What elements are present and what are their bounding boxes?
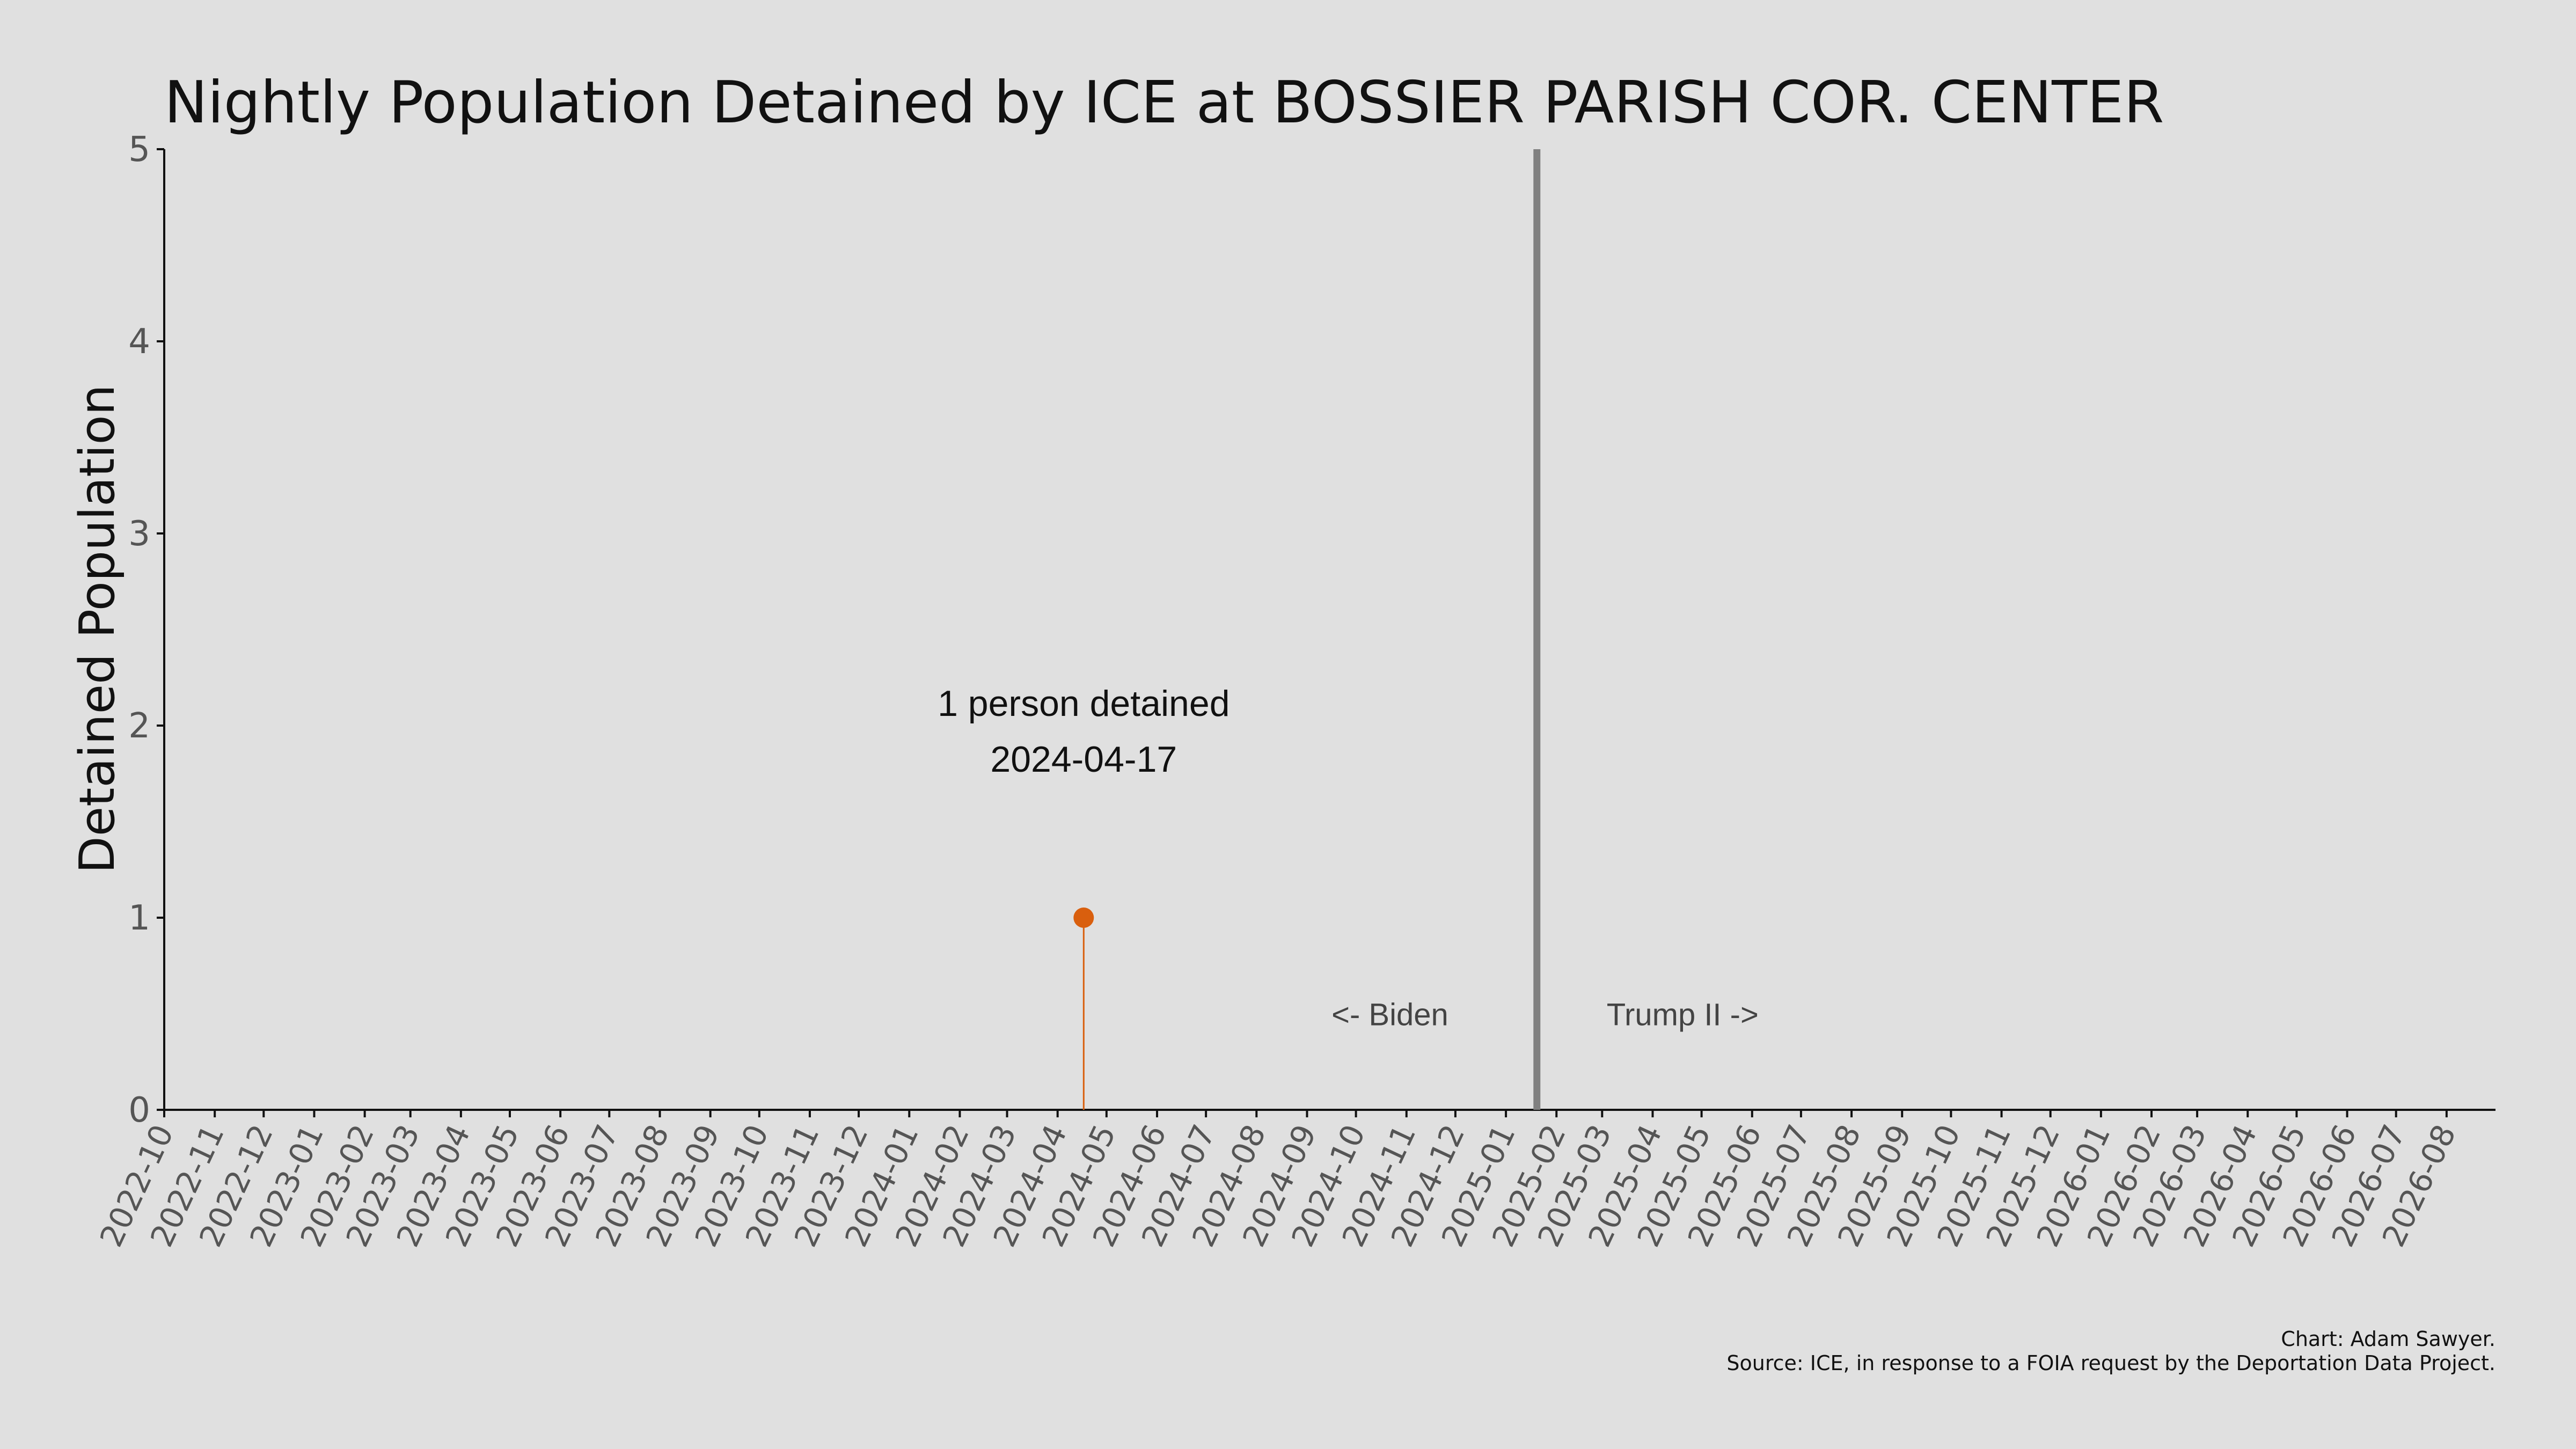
annotation-count: 1 person detained	[938, 683, 1230, 724]
axes	[163, 149, 2496, 1111]
annotation-date: 2024-04-17	[990, 739, 1177, 780]
y-ticks: 0 1 2 3 4 5	[128, 130, 164, 1130]
chart-credit: Chart: Adam Sawyer.	[2281, 1327, 2496, 1351]
era-label-trump: Trump II ->	[1607, 997, 1759, 1032]
y-tick-label: 2	[128, 706, 150, 746]
y-tick-label: 1	[128, 898, 150, 938]
chart-source: Source: ICE, in response to a FOIA reque…	[1726, 1351, 2496, 1375]
data-point	[1073, 908, 1094, 928]
y-tick-label: 0	[128, 1091, 150, 1130]
y-tick-label: 4	[128, 322, 150, 362]
chart-title: Nightly Population Detained by ICE at BO…	[164, 69, 2164, 136]
era-label-biden: <- Biden	[1331, 997, 1448, 1032]
y-tick-label: 3	[128, 514, 150, 554]
y-tick-label: 5	[128, 130, 150, 170]
y-axis-label: Detained Population	[69, 384, 126, 873]
x-ticks: 2022-102022-112022-122023-012023-022023-…	[93, 1110, 2463, 1253]
data-marks	[1073, 908, 1094, 1110]
